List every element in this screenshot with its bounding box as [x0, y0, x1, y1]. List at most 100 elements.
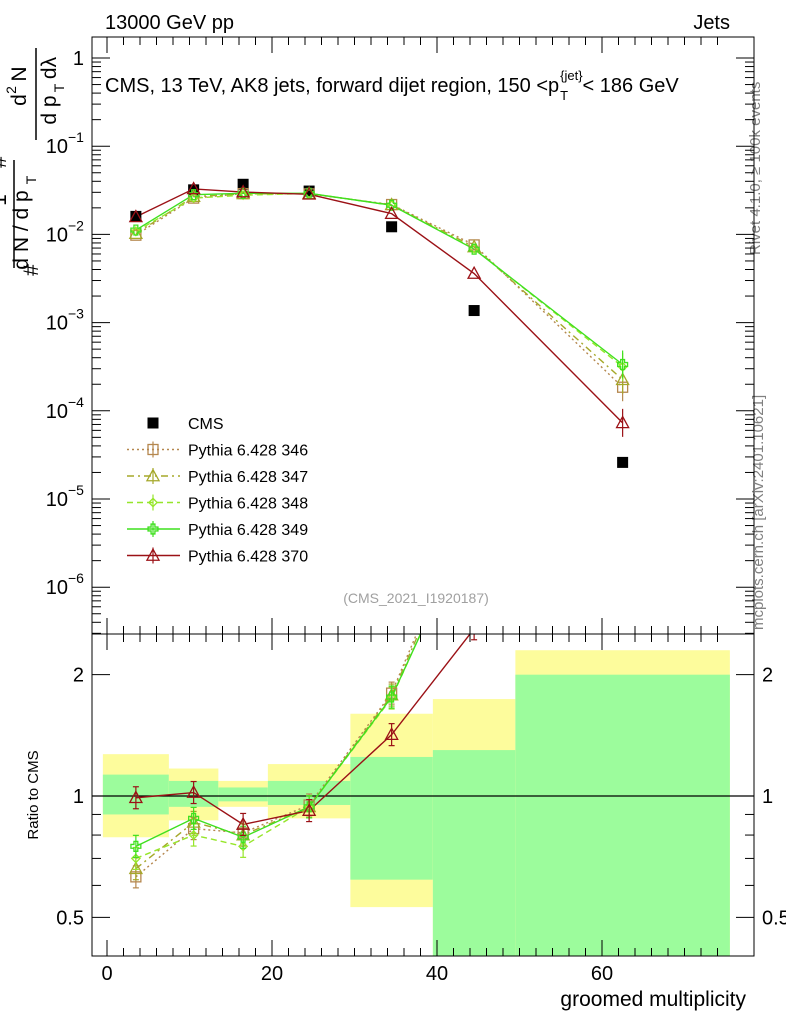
top-ytick-label-1: 10 — [46, 136, 68, 158]
top-point-p349-2 — [237, 187, 249, 199]
legend-label-cms: CMS — [188, 416, 224, 433]
bot-ytick-label-left-2: 2 — [73, 665, 84, 687]
ratio-point-p370-4 — [384, 726, 399, 741]
bot-xtick-label-0: 0 — [101, 963, 112, 985]
legend-label-p346: Pythia 6.428 346 — [188, 443, 308, 460]
bot-ytick-label-left-1: 1 — [73, 786, 84, 808]
ratio-point-p349-3 — [303, 801, 315, 813]
legend-marker-p346 — [147, 443, 159, 456]
top-ytick-label-2: 10 — [46, 224, 68, 246]
ratio-point-p370-2 — [235, 816, 251, 830]
ratio-point-p370-1 — [186, 784, 201, 798]
chart-title: CMS, 13 TeV, AK8 jets, forward dijet reg… — [105, 68, 679, 103]
top-point-cms-4 — [386, 221, 398, 233]
bot-xtick-label-1: 20 — [261, 963, 283, 985]
bot-ytick-label-right-1: 1 — [762, 786, 773, 808]
svg-text:N: N — [8, 66, 31, 81]
svg-text:#: # — [0, 156, 11, 168]
top-point-p370-4 — [384, 205, 399, 220]
bottom-series-group — [128, 634, 482, 889]
ratio-point-p349-4 — [386, 691, 398, 703]
top-ytick-exp-3: −3 — [68, 306, 84, 322]
legend-marker-p349 — [147, 523, 159, 535]
top-point-p349-5 — [468, 243, 480, 255]
top-point-p349-0 — [130, 224, 142, 236]
svg-text:1: 1 — [0, 194, 11, 206]
legend-label-p370: Pythia 6.428 370 — [188, 549, 308, 566]
svg-text:#: # — [20, 264, 43, 276]
x-axis-label: groomed multiplicity — [560, 988, 746, 1011]
top-point-p370-0 — [128, 209, 144, 223]
uncertainty-bands — [102, 650, 730, 956]
ratio-point-p348-1 — [188, 830, 199, 841]
legend-marker-p348 — [147, 497, 159, 508]
ratio-point-p348-2 — [238, 841, 249, 852]
legend-marker-p370 — [145, 547, 161, 561]
legend-label-p347: Pythia 6.428 347 — [188, 469, 308, 486]
svg-text:T: T — [51, 83, 67, 92]
top-point-cms-6 — [617, 456, 629, 468]
ratio-point-p349-0 — [130, 840, 142, 852]
top-y-axis-label: # d N / d p T 1 # d p T dλ d 2 N — [0, 48, 67, 276]
svg-text:d N / d p: d N / d p — [10, 190, 33, 269]
top-ytick-exp-5: −5 — [68, 482, 84, 498]
top-series-group — [128, 178, 630, 468]
legend-marker-p347 — [145, 468, 161, 482]
svg-text:dλ: dλ — [38, 56, 61, 79]
top-ytick-label-4: 10 — [46, 401, 68, 423]
top-ytick-label-0: 1 — [73, 48, 84, 70]
ratio-point-p370-0 — [128, 790, 144, 804]
top-ytick-exp-1: −1 — [68, 129, 84, 145]
top-plot-area — [128, 178, 630, 468]
band-green-6 — [515, 674, 730, 956]
top-ytick-exp-6: −6 — [68, 570, 84, 586]
top-line-p348 — [135, 192, 624, 368]
top-point-cms-0 — [130, 210, 142, 222]
legend: CMS Pythia 6.428 346 Pythia 6.428 347 Pythi… — [127, 416, 308, 566]
top-point-cms-2 — [237, 178, 249, 190]
bottom-y-ticks: 0.5 0.5 1 1 2 2 — [56, 665, 786, 930]
top-line-p370 — [135, 188, 624, 424]
svg-text:T: T — [23, 175, 39, 184]
top-line-p346 — [135, 192, 624, 388]
top-point-cms-5 — [468, 305, 480, 317]
top-point-p347-6 — [615, 372, 630, 386]
top-point-p370-3 — [301, 186, 317, 200]
bottom-y-axis-label: Ratio to CMS — [25, 750, 42, 839]
top-point-p370-1 — [186, 181, 201, 195]
band-green-5 — [432, 750, 516, 956]
rivet-label: Rivet 4.1.0, ≥ 100k events — [747, 82, 764, 255]
bot-xtick-label-2: 40 — [426, 963, 448, 985]
bottom-frame — [91, 633, 755, 957]
ratio-point-p349-1 — [188, 812, 200, 824]
bottom-plot-area — [92, 634, 754, 956]
top-line-p349 — [135, 192, 624, 366]
ratio-point-p370-3 — [301, 802, 317, 816]
legend-label-p348: Pythia 6.428 348 — [188, 496, 308, 513]
top-ytick-label-5: 10 — [46, 489, 68, 511]
legend-label-p349: Pythia 6.428 349 — [188, 522, 308, 539]
bot-ytick-label-left-0: 0.5 — [56, 907, 84, 929]
top-ytick-exp-4: −4 — [68, 394, 84, 410]
band-green-2 — [218, 787, 268, 802]
bot-ytick-label-right-0: 0.5 — [762, 907, 786, 929]
top-point-p370-6 — [615, 415, 630, 429]
top-point-p370-5 — [466, 265, 482, 279]
top-ytick-label-6: 10 — [46, 577, 68, 599]
top-x-ticks — [106, 37, 718, 634]
bottom-panel: 0.5 0.5 1 1 2 2 0 20 40 60 Ratio to CMS groomed … — [25, 633, 786, 1011]
top-ytick-label-3: 10 — [46, 313, 68, 335]
header-right: Jets — [693, 12, 730, 34]
top-y-ticks: 110−110−210−310−410−510−6 — [46, 48, 754, 634]
top-point-cms-3 — [303, 185, 315, 197]
svg-text:d: d — [8, 94, 31, 106]
svg-text:d p: d p — [38, 95, 61, 124]
top-point-p370-2 — [235, 184, 251, 198]
band-green-4 — [350, 756, 433, 880]
top-point-p348-2 — [238, 190, 249, 201]
analysis-watermark: (CMS_2021_I1920187) — [343, 590, 489, 606]
top-panel: 110−110−210−310−410−510−6 CMS, 13 TeV, A… — [0, 36, 755, 635]
bot-ytick-label-right-2: 2 — [762, 665, 773, 687]
bot-xtick-label-3: 60 — [591, 963, 613, 985]
